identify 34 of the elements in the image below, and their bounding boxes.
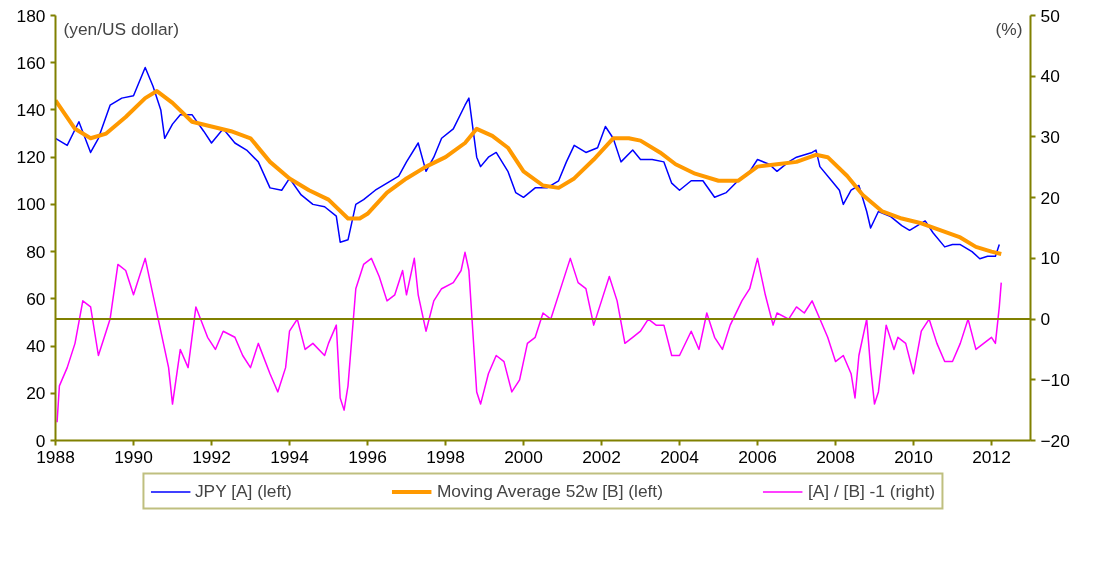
x-tick-label: 2010 (894, 446, 933, 467)
legend-label: JPY [A] (left) (194, 480, 292, 502)
x-tick-label: 2000 (504, 446, 543, 467)
y2-tick-label: 20 (1040, 187, 1060, 208)
y-tick-label: 60 (26, 288, 46, 309)
y2-tick-label: −20 (1040, 430, 1070, 451)
y2-tick-label: 30 (1040, 126, 1060, 147)
x-tick-label: 1996 (348, 446, 387, 467)
x-tick-label: 2002 (582, 446, 621, 467)
y2-tick-label: 10 (1040, 248, 1060, 269)
y-tick-label: 20 (26, 383, 46, 404)
x-tick-label: 2008 (816, 446, 855, 467)
y-tick-label: 180 (16, 5, 46, 26)
x-tick-label: 2004 (660, 446, 700, 467)
y-tick-label: 120 (16, 147, 46, 168)
y-tick-label: 140 (16, 99, 46, 120)
y2-axis-title: (%) (995, 18, 1023, 39)
legend-label: [A] / [B] -1 (right) (807, 480, 936, 502)
y2-tick-label: −10 (1040, 369, 1070, 390)
x-tick-label: 1994 (270, 446, 310, 467)
x-tick-label: 1990 (114, 446, 153, 467)
y2-tick-label: 50 (1040, 5, 1060, 26)
x-tick-label: 1998 (426, 446, 465, 467)
y2-tick-label: 0 (1040, 309, 1051, 330)
y2-tick-label: 40 (1040, 66, 1060, 87)
y-tick-label: 80 (26, 241, 46, 262)
y-tick-label: 100 (16, 194, 46, 215)
y-tick-label: 40 (26, 336, 46, 357)
legend-label: Moving Average 52w [B] (left) (436, 480, 663, 502)
x-tick-label: 2006 (738, 446, 777, 467)
y-axis-title: (yen/US dollar) (63, 18, 180, 39)
y-tick-label: 160 (16, 52, 46, 73)
x-tick-label: 1992 (192, 446, 231, 467)
x-tick-label: 2012 (972, 446, 1011, 467)
